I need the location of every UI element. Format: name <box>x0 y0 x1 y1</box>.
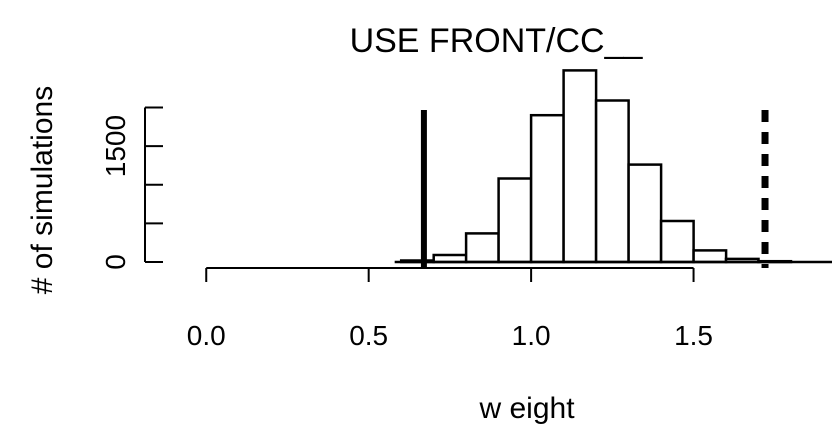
x-axis-label: w eight <box>478 392 575 425</box>
histogram-bar-8 <box>659 219 695 264</box>
reference-lines <box>420 110 769 268</box>
histogram-bar-3 <box>497 177 533 264</box>
histogram-bars <box>399 69 793 264</box>
histogram-bar-7 <box>627 163 663 264</box>
x-tick-label-2: 1.0 <box>512 320 551 351</box>
axes: 0.0 0.5 1.0 1.5 0 1500 <box>100 106 832 351</box>
y-axis-label: # of simulations <box>26 86 59 294</box>
x-tick-label-1: 0.5 <box>349 320 388 351</box>
histogram-bar-6 <box>594 99 630 264</box>
histogram-bar-9 <box>692 249 728 264</box>
x-tick-label-0: 0.0 <box>187 320 226 351</box>
histogram-bar-2 <box>464 232 500 264</box>
y-tick-label-0: 0 <box>100 254 131 270</box>
chart-title: USE FRONT/CC__ <box>350 22 644 60</box>
histogram-bar-5 <box>562 69 598 264</box>
x-tick-label-3: 1.5 <box>674 320 713 351</box>
y-tick-label-3: 1500 <box>100 115 131 177</box>
histogram-bar-4 <box>529 113 565 264</box>
